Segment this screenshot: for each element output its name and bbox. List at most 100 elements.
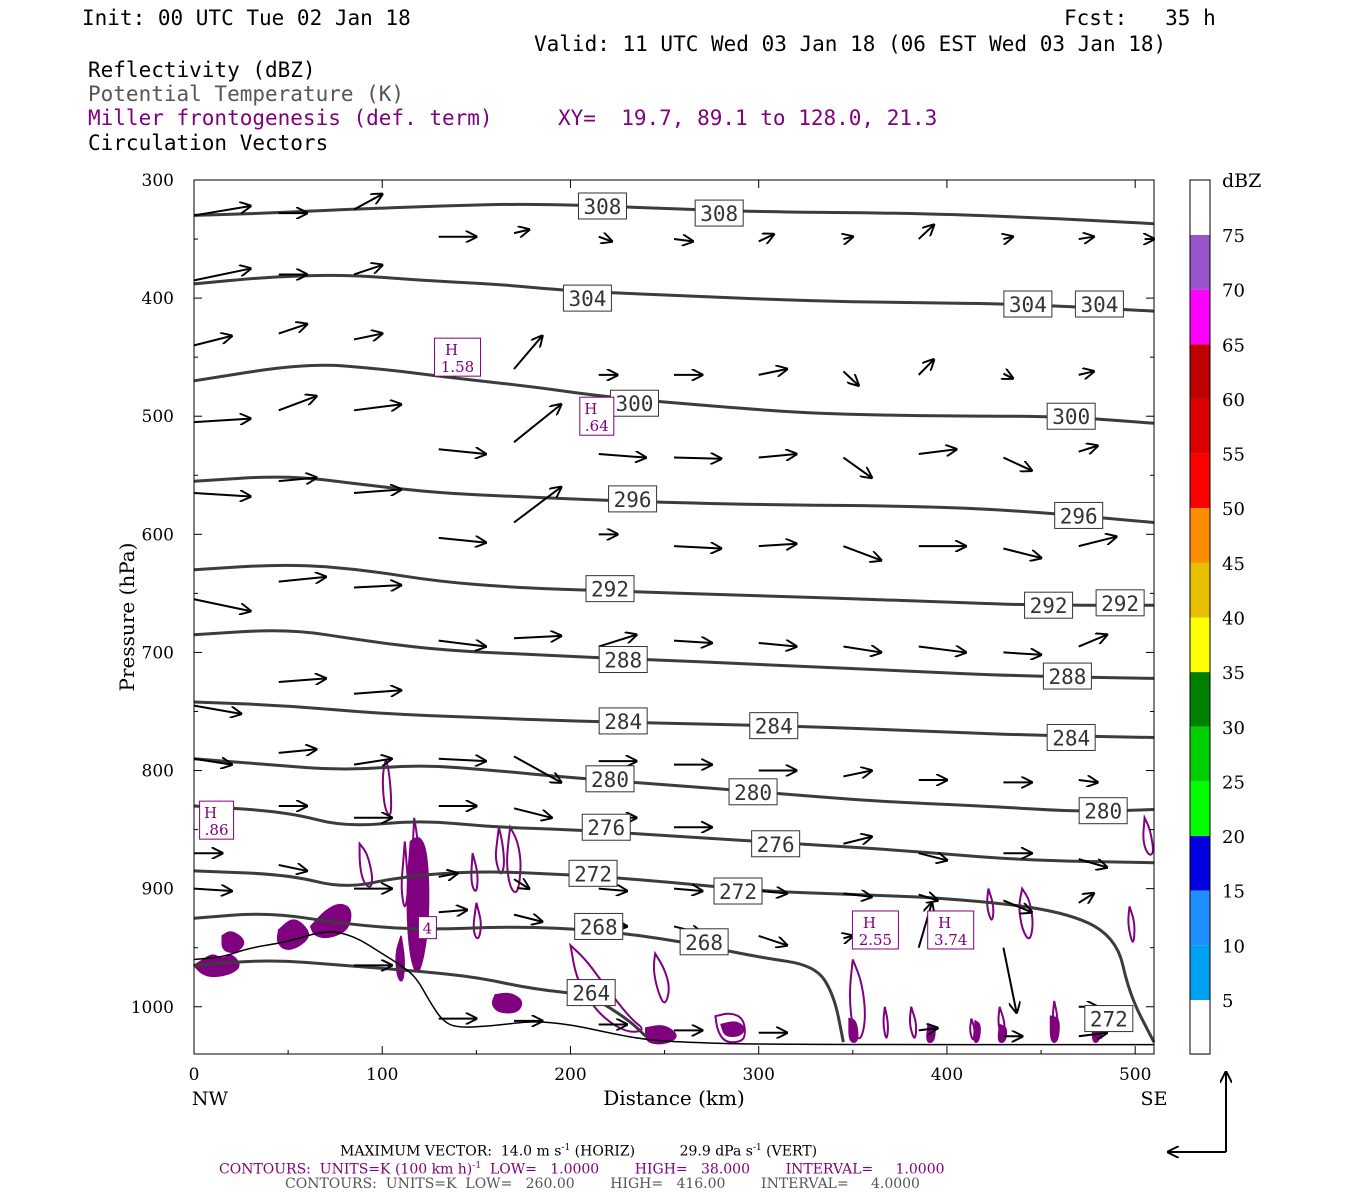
colorbar-segment [1190,945,1210,1000]
circulation-vector [918,853,947,860]
colorbar-segment [1190,890,1210,946]
colorbar-segment [1190,289,1210,345]
x-tick-label: 0 [189,1065,200,1085]
circulation-vector [1078,780,1098,782]
theta-label-box [1078,797,1128,825]
legend-theta: Potential Temperature (K) [88,82,405,106]
circulation-vector [193,206,250,217]
y-axis-label: Pressure (hPa) [115,543,139,692]
circulation-vector [1078,446,1098,452]
circulation-vector [513,807,552,817]
circulation-vector [843,837,871,844]
theta-label-box [751,830,801,858]
theta-contour-308 [193,202,1155,226]
circulation-vector [758,891,787,893]
circulation-vector [1002,456,1031,471]
terrain-line [193,931,1154,1046]
theta-contour-272 [193,869,1156,1043]
y-tick-label: 500 [142,407,174,427]
frontogenesis-filled-region [926,1023,936,1043]
theta-label: 280 [1084,800,1122,824]
valid-time: Valid: 11 UTC Wed 03 Jan 18 (06 EST Wed … [534,32,1167,56]
frontogenesis-contour [1127,906,1136,943]
colorbar-segment [1190,672,1210,727]
y-tick-label: 800 [142,762,174,782]
circulation-vector [758,544,797,546]
circulation-vector [598,454,646,458]
circulation-vector [193,759,232,765]
frontogenesis-contour [1018,885,1034,940]
circulation-vector [1003,652,1041,654]
theta-label: 284 [1052,726,1090,750]
circulation-vector [353,489,401,493]
circulation-vector [1003,374,1012,379]
theta-label-box [585,575,635,603]
circulation-vector [1078,237,1094,239]
colorbar-segment [1190,617,1210,673]
circulation-vector [1003,547,1041,557]
frontogenesis-high-marker: H [445,341,458,359]
theta-label: 308 [700,202,738,226]
circulation-vector [673,641,712,643]
circulation-vector [353,690,401,694]
circulation-vector [278,577,326,582]
theta-label-box [1074,290,1124,318]
x-right-label: SE [1141,1088,1168,1110]
circulation-vector [278,478,317,482]
circulation-vector [278,678,326,682]
colorbar-tick-label: 60 [1222,390,1245,411]
circulation-vector [917,360,934,376]
x-tick-label: 300 [742,1065,774,1085]
circulation-vector [843,545,881,560]
frontogenesis-filled-layer [192,837,1102,1045]
frontogenesis-contour [849,959,866,1040]
theta-label: 288 [1048,665,1086,689]
frontogenesis-contour [470,852,479,892]
theta-label-box [562,284,612,312]
theta-label: 304 [1009,293,1047,317]
frontogenesis-high-marker: H [584,400,597,418]
max-vector-text: MAXIMUM VECTOR: 14.0 m s-1 (HORIZ) 29.9 … [340,1140,817,1160]
frontogenesis-high-box [851,910,899,950]
colorbar-tick-label: 75 [1222,226,1245,247]
theta-label: 276 [757,833,795,857]
colorbar-segment [1190,1000,1210,1054]
frontogenesis-contour [506,823,522,894]
theta-label-box [1003,290,1053,318]
y-tick-label: 400 [142,289,174,309]
dbz-colorbar: 5 10 15 20 25 30 35 40 45 50 55 60 65 70 75 [1189,179,1245,1055]
circulation-vector [513,404,561,443]
legend-vectors: Circulation Vectors [88,131,329,155]
theta-label: 300 [1052,405,1090,429]
circulation-vector [758,454,797,458]
circulation-vector [842,370,858,385]
unit-exponent: -1 [472,1161,482,1171]
theta-label-box [1084,1005,1134,1033]
colorbar-tick-label: 30 [1222,718,1245,739]
theta-label-box [1095,589,1145,617]
circulation-vector [513,230,529,234]
circulation-vector [673,546,721,548]
frontogenesis-contour [1052,1000,1059,1038]
circulation-vector [438,759,486,761]
frontogenesis-high-value: 3.74 [934,931,967,949]
y-tick-label: 700 [142,643,174,663]
theta-label-box [577,192,627,220]
colorbar-tick-label: 55 [1222,445,1245,466]
x-tick-label: 100 [366,1065,398,1085]
frontogenesis-contour [400,841,409,908]
colorbar-tick-label: 65 [1222,335,1245,356]
frontogenesis-contour [997,1006,1006,1039]
theta-label-box [574,912,624,940]
theta-label: 264 [572,982,610,1006]
init-time: Init: 00 UTC Tue 02 Jan 18 [82,6,411,30]
colorbar-segment [1190,344,1210,399]
theta-contour-268 [193,912,845,1043]
circulation-vector [438,910,467,912]
frontogenesis-high-value: .86 [205,821,229,839]
frontogenesis-contour [472,902,482,940]
theta-label-box [585,765,635,793]
circulation-vector [1002,947,1016,1013]
theta-label: 292 [1030,594,1068,618]
